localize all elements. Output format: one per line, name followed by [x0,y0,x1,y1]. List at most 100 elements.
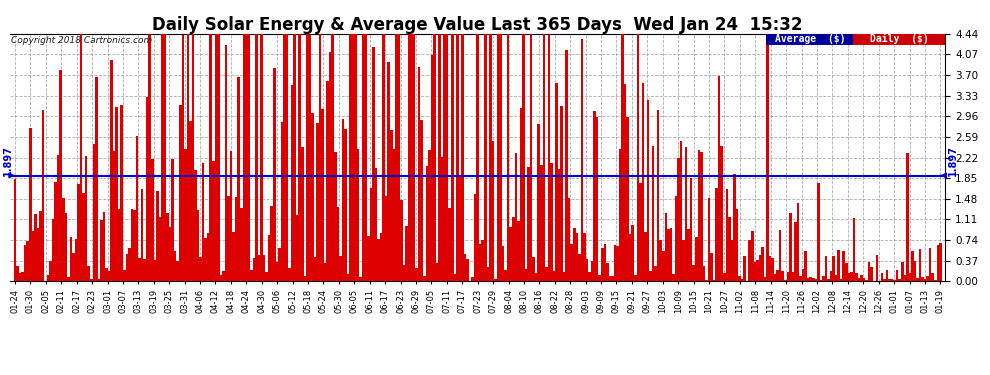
Bar [560,106,563,281]
Bar [474,194,476,281]
Bar [637,34,640,281]
Bar [822,276,825,281]
Bar [540,165,543,281]
Bar [802,269,804,281]
Text: 1.897: 1.897 [948,145,958,176]
Bar [530,34,533,281]
Bar [604,244,606,281]
Bar [776,270,779,281]
Bar [306,34,309,281]
Bar [761,247,763,281]
Bar [535,273,538,281]
Bar [108,271,110,281]
Bar [148,34,151,281]
Bar [197,210,199,281]
Bar [705,280,708,281]
Bar [243,34,246,281]
Bar [163,34,166,281]
Bar [337,207,340,281]
Bar [153,260,156,281]
Bar [547,34,550,281]
Bar [359,278,362,281]
Bar [395,34,398,281]
Bar [105,268,108,281]
Bar [98,279,100,281]
Bar [555,83,557,281]
Bar [659,240,662,281]
Bar [616,246,619,281]
Bar [852,218,855,281]
Bar [840,279,842,281]
Bar [301,147,304,281]
Bar [825,256,828,281]
Bar [296,215,298,281]
Bar [504,270,507,281]
Bar [416,268,418,281]
Bar [703,266,705,281]
Bar [64,213,67,281]
Bar [248,34,250,281]
Bar [601,248,604,281]
Bar [792,272,794,281]
Bar [398,34,400,281]
Bar [298,34,301,281]
Bar [857,278,860,281]
Bar [512,217,515,281]
Bar [667,229,669,281]
Bar [265,272,268,281]
Bar [136,136,139,281]
Bar [50,261,51,281]
Bar [314,257,316,281]
Bar [319,34,322,281]
Bar [914,261,916,281]
Bar [434,34,436,281]
Bar [898,279,901,281]
Bar [932,273,934,281]
Bar [151,159,153,281]
Bar [405,226,408,281]
Bar [408,34,410,281]
Bar [444,34,446,281]
Bar [228,195,230,281]
Bar [240,208,243,281]
Bar [257,255,260,281]
Bar [833,256,835,281]
Bar [817,183,820,281]
Bar [92,144,95,281]
Bar [481,240,484,281]
Bar [24,245,27,281]
Bar [873,280,875,281]
Bar [62,198,64,281]
Bar [57,154,59,281]
Bar [448,208,451,281]
Bar [716,188,718,281]
Bar [134,210,136,281]
Bar [586,260,588,281]
Bar [842,251,845,281]
Bar [646,100,649,281]
Bar [168,227,171,281]
Bar [893,280,896,281]
Bar [27,241,29,281]
Bar [528,167,530,281]
Bar [578,254,581,281]
Bar [875,255,878,281]
Bar [940,243,941,281]
Bar [377,239,380,281]
Bar [891,279,893,281]
Bar [466,259,469,281]
Bar [815,279,817,281]
Bar [349,34,351,281]
Bar [446,34,448,281]
Bar [118,209,121,281]
Bar [538,123,540,281]
Bar [756,260,758,281]
Bar [878,280,881,281]
Bar [494,279,497,281]
Bar [421,120,423,281]
Bar [268,235,270,281]
Bar [273,68,275,281]
Bar [794,222,797,281]
Bar [743,256,745,281]
Bar [924,279,927,281]
